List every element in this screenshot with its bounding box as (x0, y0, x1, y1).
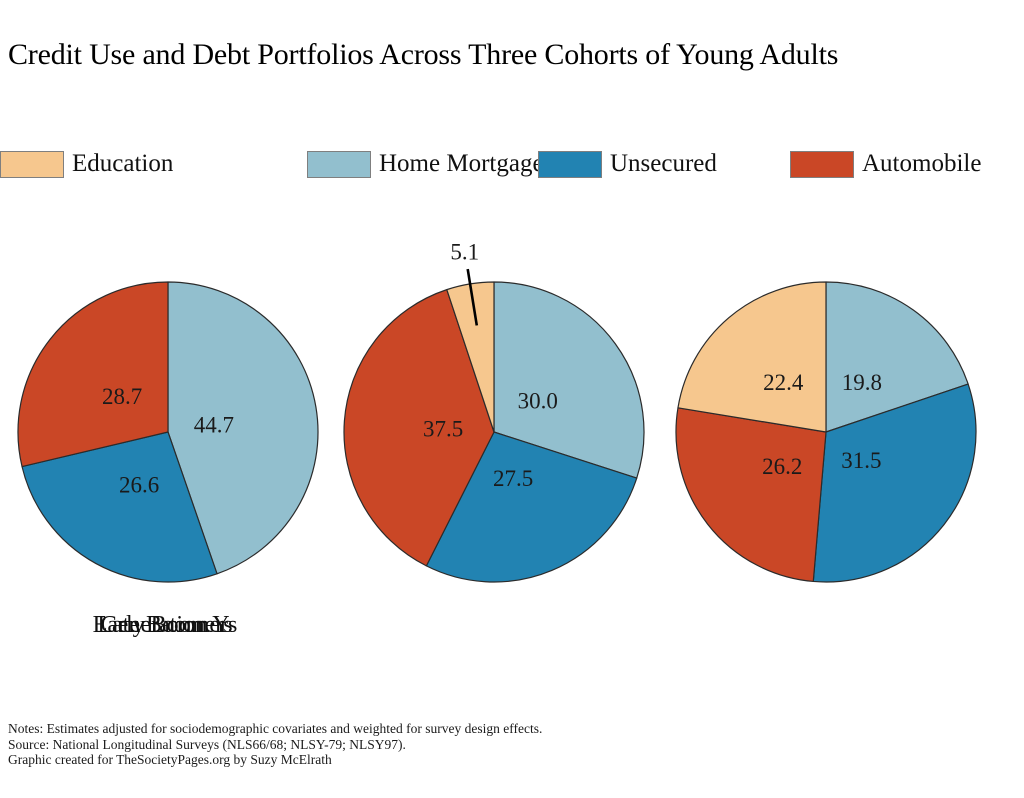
footnotes: Notes: Estimates adjusted for sociodemog… (8, 721, 542, 768)
slice-value-label-late-boomers-education: 5.1 (450, 239, 479, 264)
legend-label-education: Education (72, 150, 174, 177)
pie-slice-early-boomers-home-mortgage (167, 281, 319, 575)
pie-chart-late-boomers: 30.0 27.5 37.5 5.1 (343, 239, 645, 583)
pie-chart-generation-y: 19.8 31.5 26.2 22.4 (675, 281, 977, 583)
legend-swatch-unsecured (538, 150, 602, 178)
pie-slice-late-boomers-automobile (343, 289, 495, 567)
slice-value-label-generation-y-unsecured: 31.5 (841, 448, 881, 473)
legend-swatch-education (0, 150, 64, 178)
slice-value-label-early-boomers-home-mortgage: 44.7 (194, 412, 234, 437)
slice-value-label-generation-y-home-mortgage: 19.8 (842, 370, 882, 395)
slice-value-label-generation-y-education: 22.4 (763, 370, 804, 395)
legend-swatch-automobile (790, 150, 854, 178)
cohort-label-generation-y: Generation Y (100, 612, 230, 638)
footnote-source: Source: National Longitudinal Surveys (N… (8, 736, 406, 752)
pie-slice-early-boomers-unsecured (21, 431, 218, 583)
pie-slice-early-boomers-automobile (17, 281, 169, 468)
legend-item-home-mortgage: Home Mortgage (307, 150, 544, 178)
pie-chart-early-boomers: 44.7 26.6 28.7 (17, 281, 319, 583)
slice-value-label-generation-y-automobile: 26.2 (762, 454, 802, 479)
legend-label-home-mortgage: Home Mortgage (379, 150, 544, 177)
legend-label-unsecured: Unsecured (610, 150, 717, 177)
leader-line-education (466, 268, 479, 326)
pie-slice-generation-y-home-mortgage (825, 281, 969, 433)
pie-slice-late-boomers-home-mortgage (493, 281, 645, 479)
pie-slice-late-boomers-unsecured (425, 431, 638, 583)
legend-item-education: Education (0, 150, 173, 178)
footnote-credits: Graphic created for TheSocietyPages.org … (8, 752, 332, 767)
footnote-notes: Notes: Estimates adjusted for sociodemog… (8, 721, 543, 736)
slice-value-label-early-boomers-unsecured: 26.6 (119, 473, 159, 498)
cohort-label-early-boomers: Early Boomers (92, 612, 238, 638)
slice-value-label-early-boomers-automobile: 28.7 (102, 384, 142, 409)
pie-slice-generation-y-education (677, 281, 827, 433)
legend-label-automobile: Automobile (862, 150, 982, 177)
pie-slice-generation-y-unsecured (812, 383, 977, 583)
slice-value-label-late-boomers-unsecured: 27.5 (493, 466, 533, 491)
slice-value-label-late-boomers-home-mortgage: 30.0 (518, 388, 558, 413)
legend-swatch-home-mortgage (307, 150, 371, 178)
legend-item-automobile: Automobile (790, 150, 981, 178)
chart-title: Credit Use and Debt Portfolios Across Th… (8, 38, 839, 71)
slice-value-label-late-boomers-automobile: 37.5 (423, 416, 463, 441)
cohort-label-late-boomers: Late Boomers (97, 612, 233, 638)
legend-item-unsecured: Unsecured (538, 150, 717, 178)
pie-slice-generation-y-automobile (675, 407, 827, 583)
